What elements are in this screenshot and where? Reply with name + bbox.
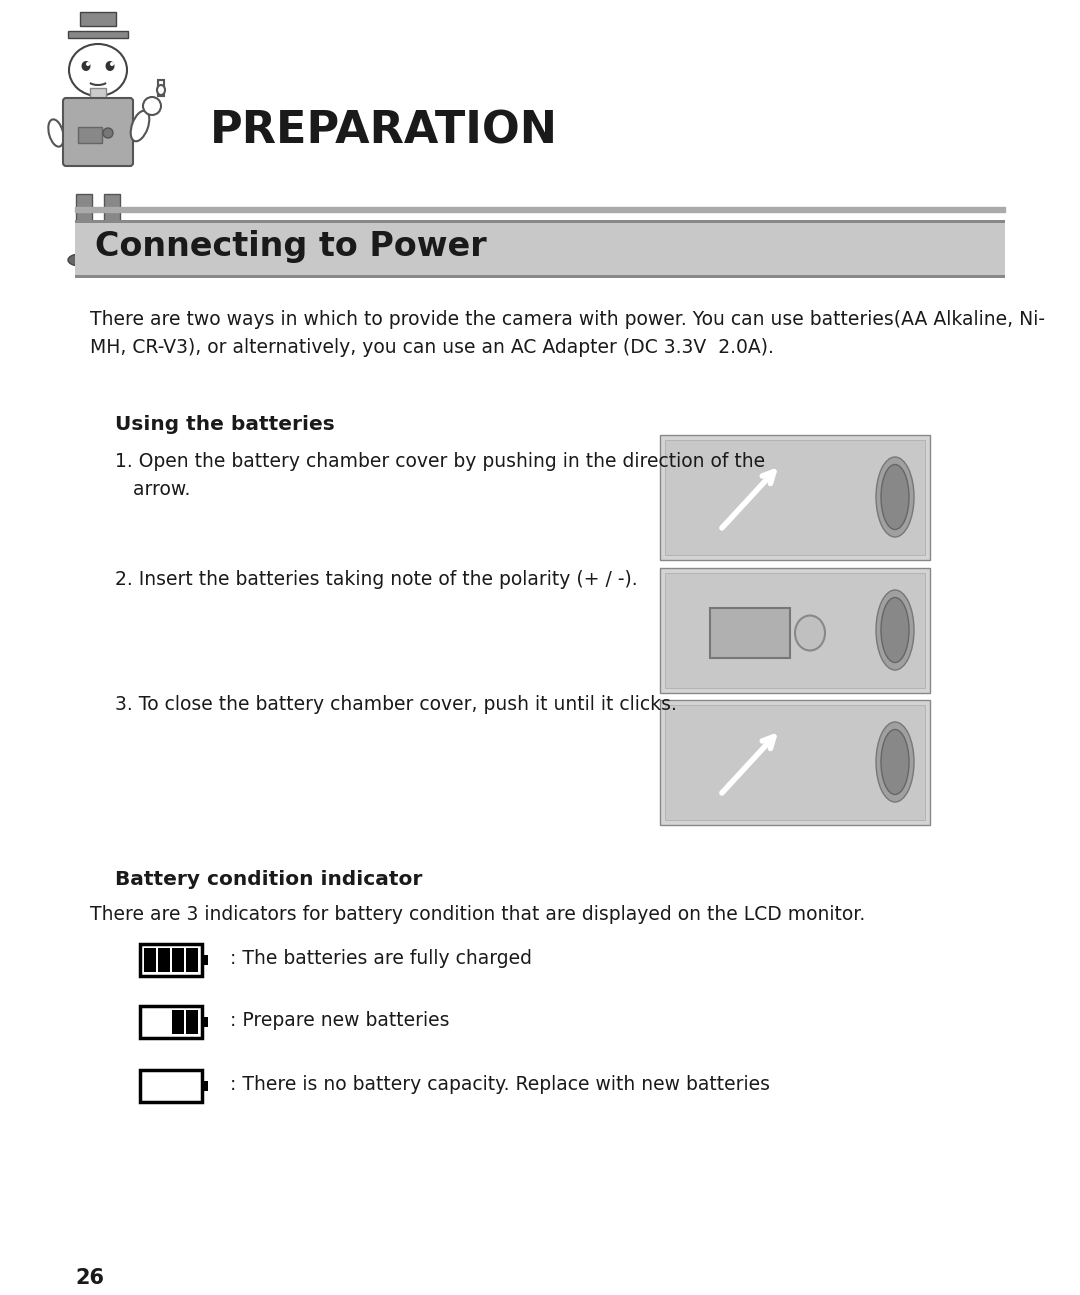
Ellipse shape xyxy=(103,128,113,139)
Ellipse shape xyxy=(81,61,91,71)
Text: 26: 26 xyxy=(75,1268,104,1289)
Bar xyxy=(90,88,106,98)
Text: 3. To close the battery chamber cover, push it until it clicks.: 3. To close the battery chamber cover, p… xyxy=(114,695,677,714)
Ellipse shape xyxy=(68,254,92,265)
FancyBboxPatch shape xyxy=(63,98,133,166)
Ellipse shape xyxy=(876,457,914,537)
Text: : Prepare new batteries: : Prepare new batteries xyxy=(230,1011,449,1031)
Bar xyxy=(78,127,102,142)
Bar xyxy=(186,948,198,973)
Text: There are two ways in which to provide the camera with power. You can use batter: There are two ways in which to provide t… xyxy=(90,310,1045,357)
Bar xyxy=(75,220,1005,275)
Ellipse shape xyxy=(131,110,149,141)
Ellipse shape xyxy=(881,597,909,663)
Bar xyxy=(665,704,924,820)
Text: Battery condition indicator: Battery condition indicator xyxy=(114,870,422,888)
Ellipse shape xyxy=(110,62,114,66)
Text: : There is no battery capacity. Replace with new batteries: : There is no battery capacity. Replace … xyxy=(230,1076,770,1094)
Text: PREPARATION: PREPARATION xyxy=(210,110,558,153)
Bar xyxy=(202,1081,208,1090)
Bar xyxy=(172,948,184,973)
Bar xyxy=(75,273,1005,278)
Text: 2. Insert the batteries taking note of the polarity (+ / -).: 2. Insert the batteries taking note of t… xyxy=(114,570,637,589)
Ellipse shape xyxy=(881,465,909,530)
Bar xyxy=(140,1070,202,1102)
Ellipse shape xyxy=(876,723,914,802)
Text: : The batteries are fully charged: : The batteries are fully charged xyxy=(230,949,532,969)
Text: 1. Open the battery chamber cover by pushing in the direction of the
   arrow.: 1. Open the battery chamber cover by pus… xyxy=(114,452,765,499)
Bar xyxy=(144,948,156,973)
Text: Using the batteries: Using the batteries xyxy=(114,414,335,434)
Bar xyxy=(660,569,930,693)
Bar xyxy=(140,1006,202,1039)
Bar xyxy=(80,12,116,26)
Ellipse shape xyxy=(795,615,825,650)
Ellipse shape xyxy=(49,119,64,146)
Bar xyxy=(202,954,208,965)
Bar xyxy=(68,31,129,38)
Bar xyxy=(158,80,164,96)
Ellipse shape xyxy=(69,44,127,96)
Bar xyxy=(660,701,930,825)
Text: There are 3 indicators for battery condition that are displayed on the LCD monit: There are 3 indicators for battery condi… xyxy=(90,905,865,925)
Bar xyxy=(158,948,170,973)
Ellipse shape xyxy=(100,254,124,265)
Bar xyxy=(202,1017,208,1027)
Ellipse shape xyxy=(143,97,161,115)
Bar xyxy=(660,435,930,559)
Bar xyxy=(140,944,202,976)
Ellipse shape xyxy=(876,591,914,670)
Bar xyxy=(76,194,92,227)
Bar xyxy=(75,207,1005,212)
Bar xyxy=(665,440,924,556)
Bar xyxy=(172,1010,184,1033)
Bar xyxy=(710,607,789,658)
Ellipse shape xyxy=(86,62,90,66)
Bar xyxy=(186,1010,198,1033)
Ellipse shape xyxy=(881,729,909,795)
Bar xyxy=(104,194,120,227)
Bar xyxy=(665,572,924,688)
Ellipse shape xyxy=(157,85,165,95)
Ellipse shape xyxy=(106,61,114,71)
Bar xyxy=(75,220,1005,223)
Text: Connecting to Power: Connecting to Power xyxy=(95,231,487,263)
